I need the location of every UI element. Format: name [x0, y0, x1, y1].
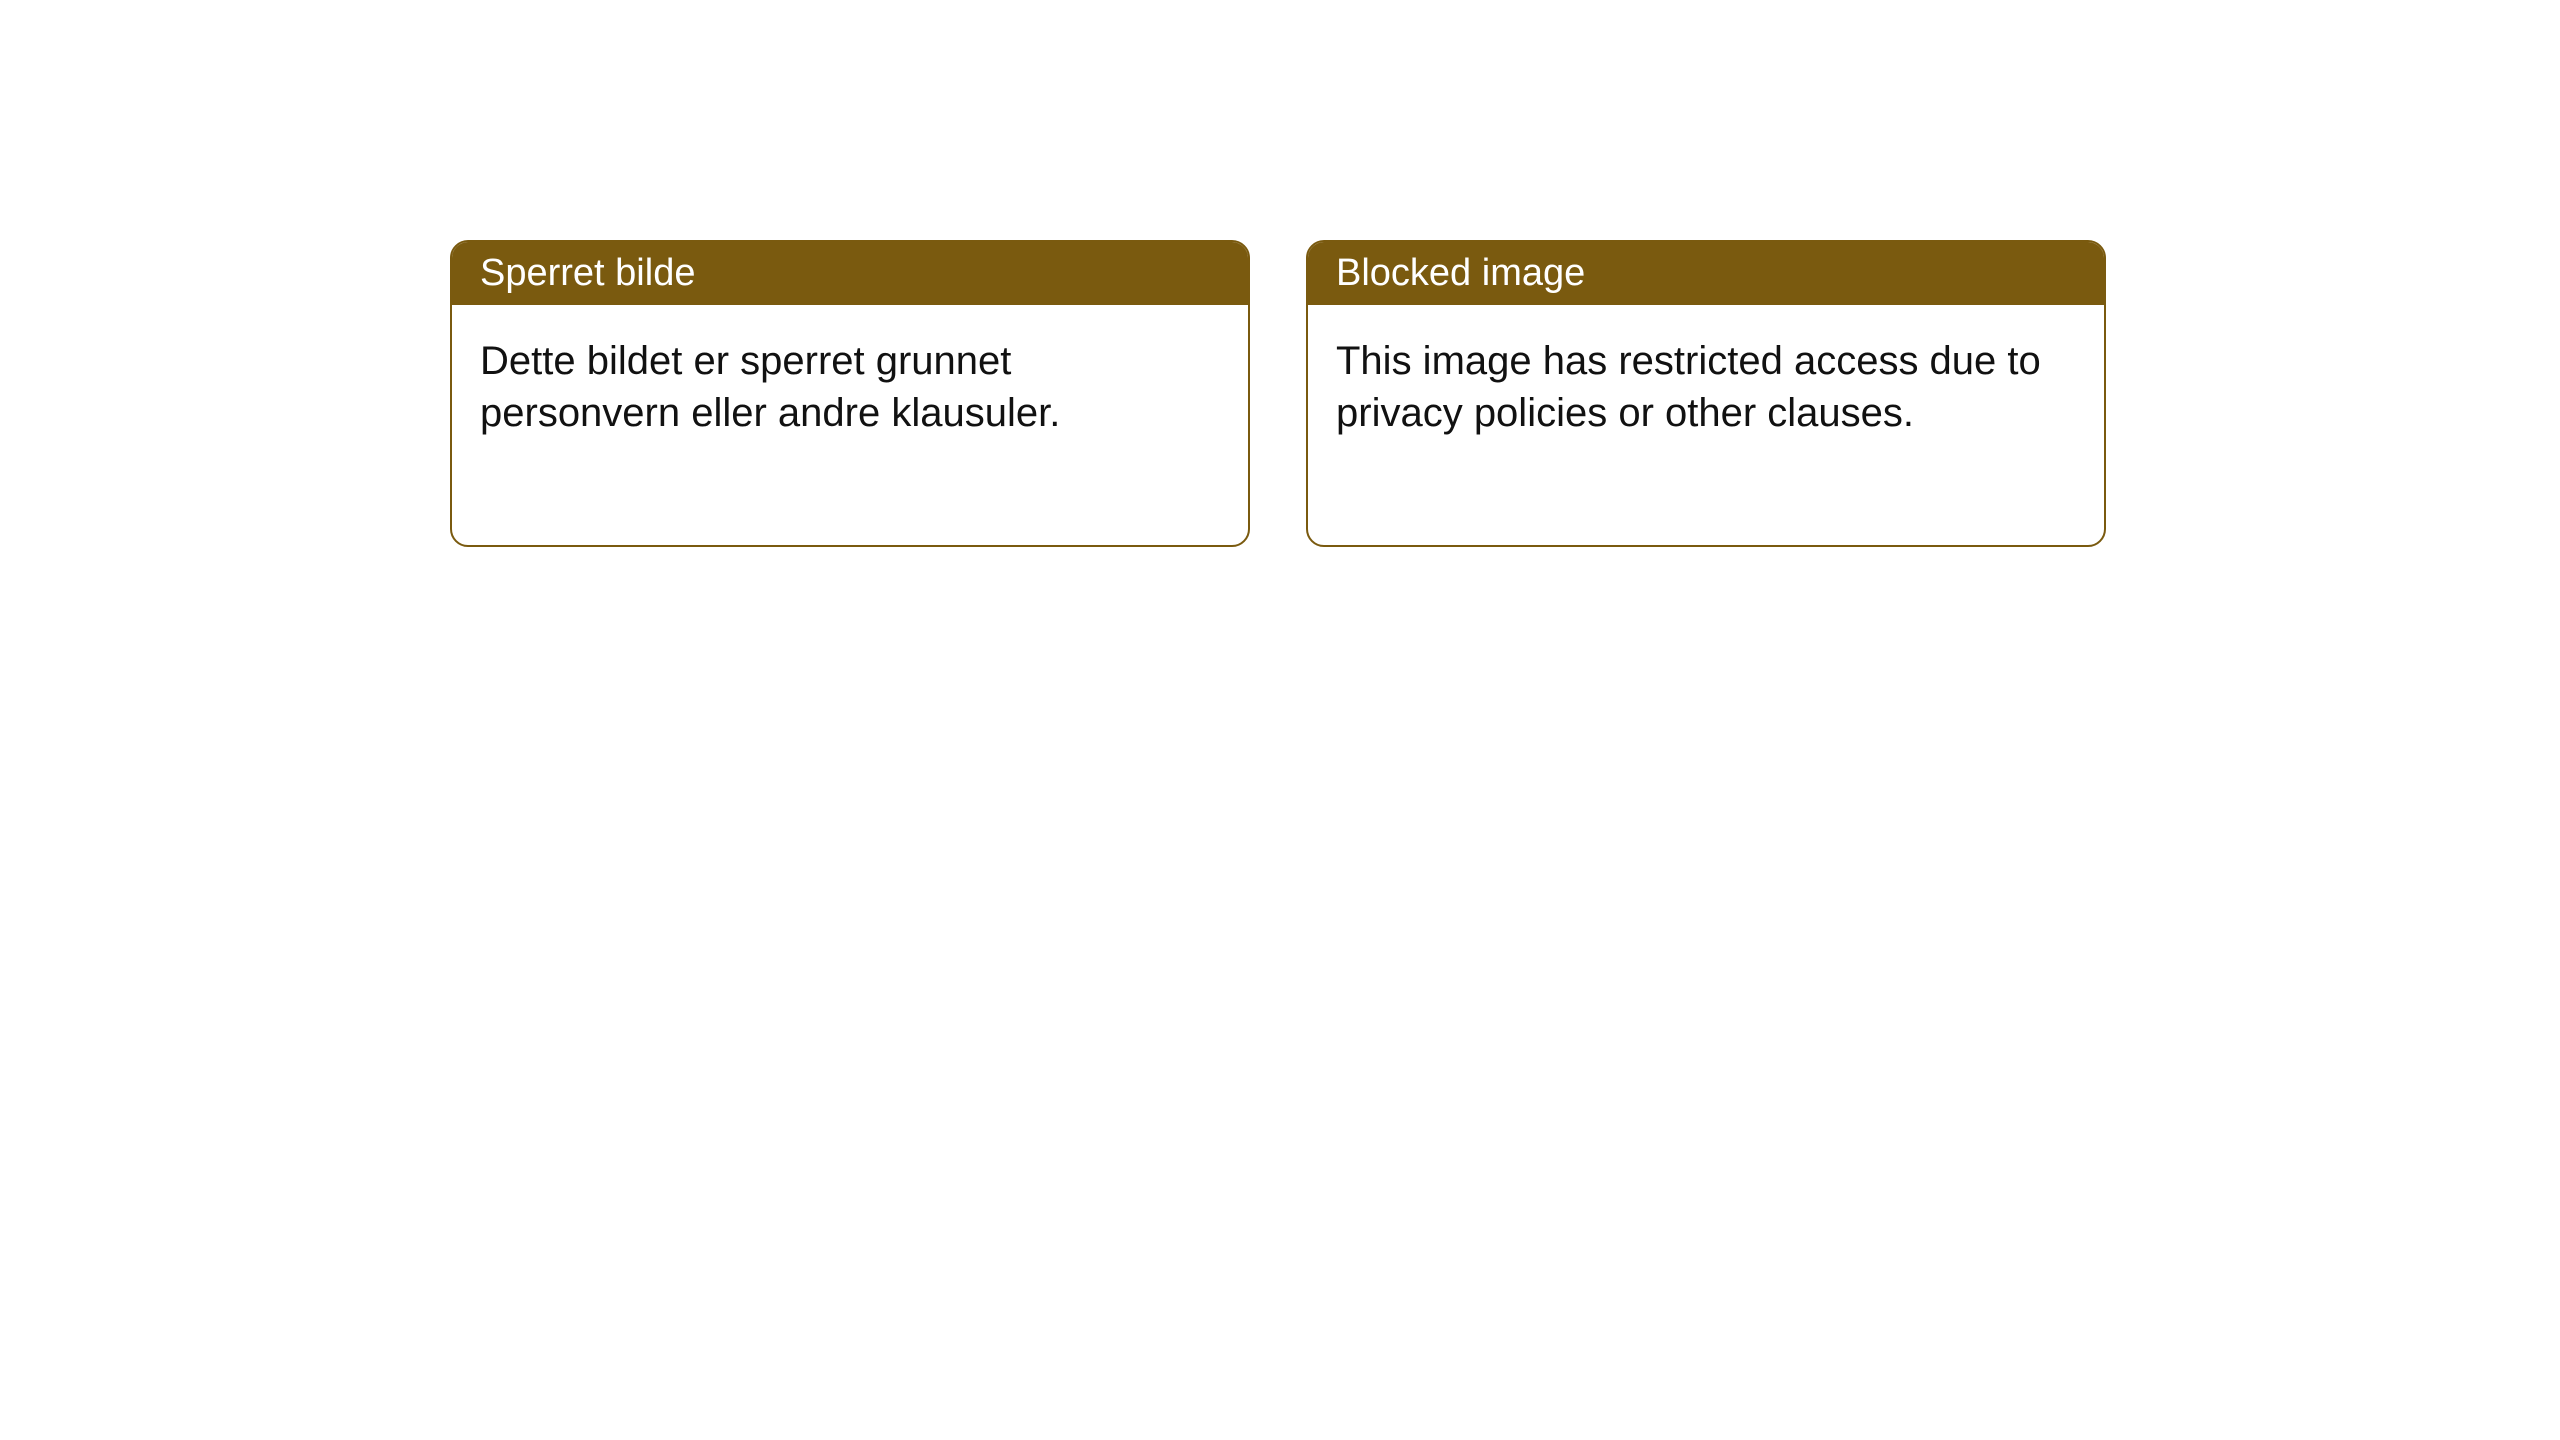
notice-card-english: Blocked image This image has restricted …: [1306, 240, 2106, 547]
notice-body: Dette bildet er sperret grunnet personve…: [452, 305, 1248, 545]
notice-header: Blocked image: [1308, 242, 2104, 305]
notice-header: Sperret bilde: [452, 242, 1248, 305]
notice-container: Sperret bilde Dette bildet er sperret gr…: [450, 240, 2106, 547]
notice-card-norwegian: Sperret bilde Dette bildet er sperret gr…: [450, 240, 1250, 547]
notice-body: This image has restricted access due to …: [1308, 305, 2104, 545]
